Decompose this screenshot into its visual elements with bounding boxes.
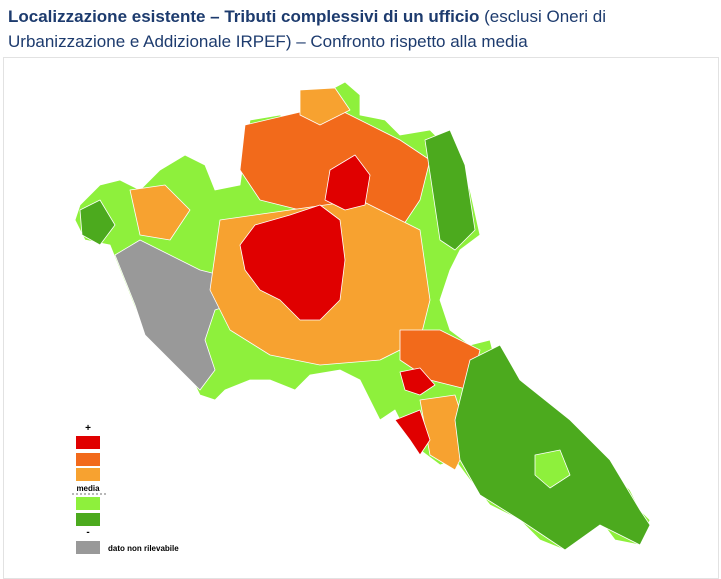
legend-swatch: [76, 468, 100, 481]
legend-label: +: [85, 423, 91, 434]
legend-swatch: [76, 513, 100, 526]
legend-swatch: [76, 541, 100, 554]
legend-label: dato non rilevabile: [108, 544, 179, 553]
legend-swatch: [76, 497, 100, 510]
legend: + media - dato non rilevabile: [72, 423, 179, 554]
region: [394, 409, 431, 456]
region: [239, 204, 346, 321]
legend-label: media: [76, 484, 100, 493]
region: [399, 367, 436, 396]
legend-swatch: [76, 453, 100, 466]
region: [534, 449, 571, 489]
region: [424, 129, 476, 251]
title-rest: (esclusi Oneri di Urbanizzazione e Addiz…: [8, 7, 606, 51]
page: Localizzazione esistente – Tributi compl…: [3, 4, 719, 579]
title-bold: Localizzazione esistente – Tributi compl…: [8, 7, 480, 26]
region: [454, 344, 651, 551]
region: [129, 184, 191, 241]
legend-label: -: [86, 527, 89, 538]
region: [324, 154, 371, 211]
region: [299, 87, 351, 126]
map-regions: [74, 81, 651, 551]
title: Localizzazione esistente – Tributi compl…: [8, 4, 708, 54]
legend-swatch: [76, 436, 100, 449]
region: [79, 199, 116, 246]
map: + media - dato non rilevabile: [72, 81, 651, 554]
